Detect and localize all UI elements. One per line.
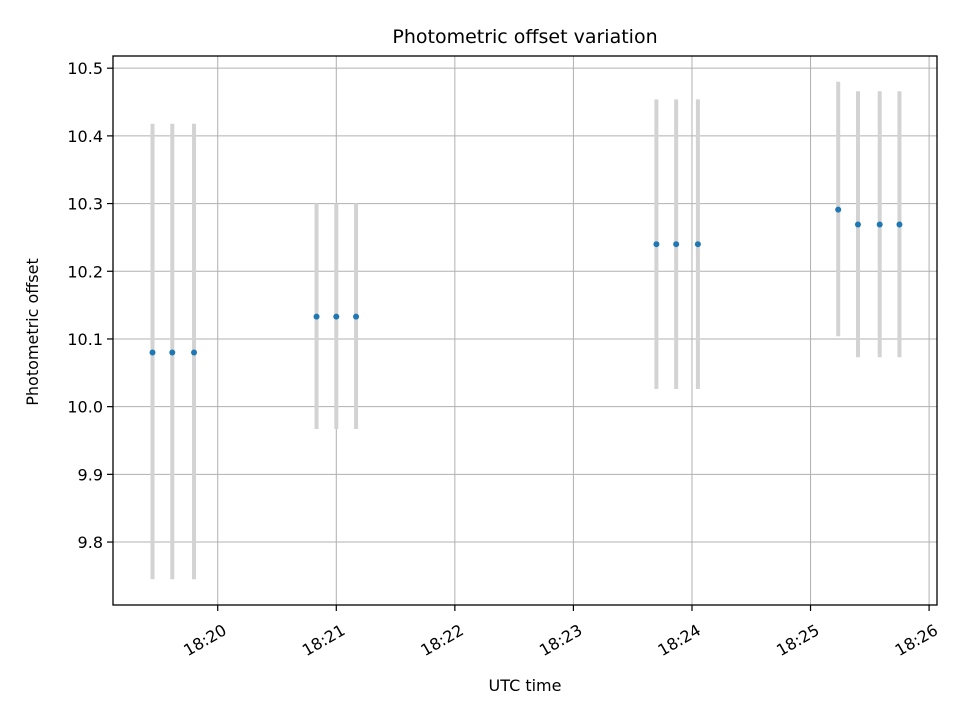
y-axis-ticks: 9.8 9.9 10.0 10.1 10.2 10.3 10.4 10.5 bbox=[67, 59, 113, 552]
y-axis-label: Photometric offset bbox=[23, 258, 42, 406]
data-point bbox=[353, 313, 360, 320]
data-point bbox=[313, 313, 320, 320]
x-tick-label: 18:23 bbox=[536, 620, 585, 660]
x-tick-label: 18:25 bbox=[773, 620, 822, 660]
y-tick-label: 10.0 bbox=[67, 398, 103, 417]
data-point bbox=[835, 206, 842, 213]
data-point bbox=[673, 241, 680, 248]
x-tick-label: 18:21 bbox=[299, 620, 348, 660]
x-tick-label: 18:22 bbox=[417, 620, 466, 660]
x-axis-label: UTC time bbox=[489, 676, 562, 695]
data-point bbox=[653, 241, 660, 248]
plot-frame bbox=[112, 55, 938, 606]
data-point bbox=[149, 349, 156, 356]
grid-lines bbox=[113, 56, 937, 605]
y-tick-label: 10.3 bbox=[67, 195, 103, 214]
data-points bbox=[149, 206, 903, 356]
y-tick-label: 9.9 bbox=[78, 465, 103, 484]
y-tick-label: 10.4 bbox=[67, 127, 103, 146]
y-tick-label: 10.1 bbox=[67, 330, 103, 349]
data-point bbox=[694, 241, 701, 248]
x-axis-ticks: 18:20 18:21 18:22 18:23 18:24 18:25 18:26 bbox=[180, 605, 941, 660]
data-point bbox=[896, 221, 903, 228]
x-tick-label: 18:26 bbox=[892, 620, 941, 660]
x-tick-label: 18:24 bbox=[655, 620, 704, 660]
data-point bbox=[333, 313, 340, 320]
chart-title: Photometric offset variation bbox=[392, 26, 657, 48]
data-point bbox=[169, 349, 176, 356]
error-bars bbox=[150, 81, 902, 580]
x-tick-label: 18:20 bbox=[180, 620, 229, 660]
y-tick-label: 9.8 bbox=[78, 533, 103, 552]
y-tick-label: 10.2 bbox=[67, 262, 103, 281]
data-point bbox=[191, 349, 198, 356]
data-point bbox=[854, 221, 861, 228]
y-tick-label: 10.5 bbox=[67, 59, 103, 78]
data-point bbox=[876, 221, 883, 228]
